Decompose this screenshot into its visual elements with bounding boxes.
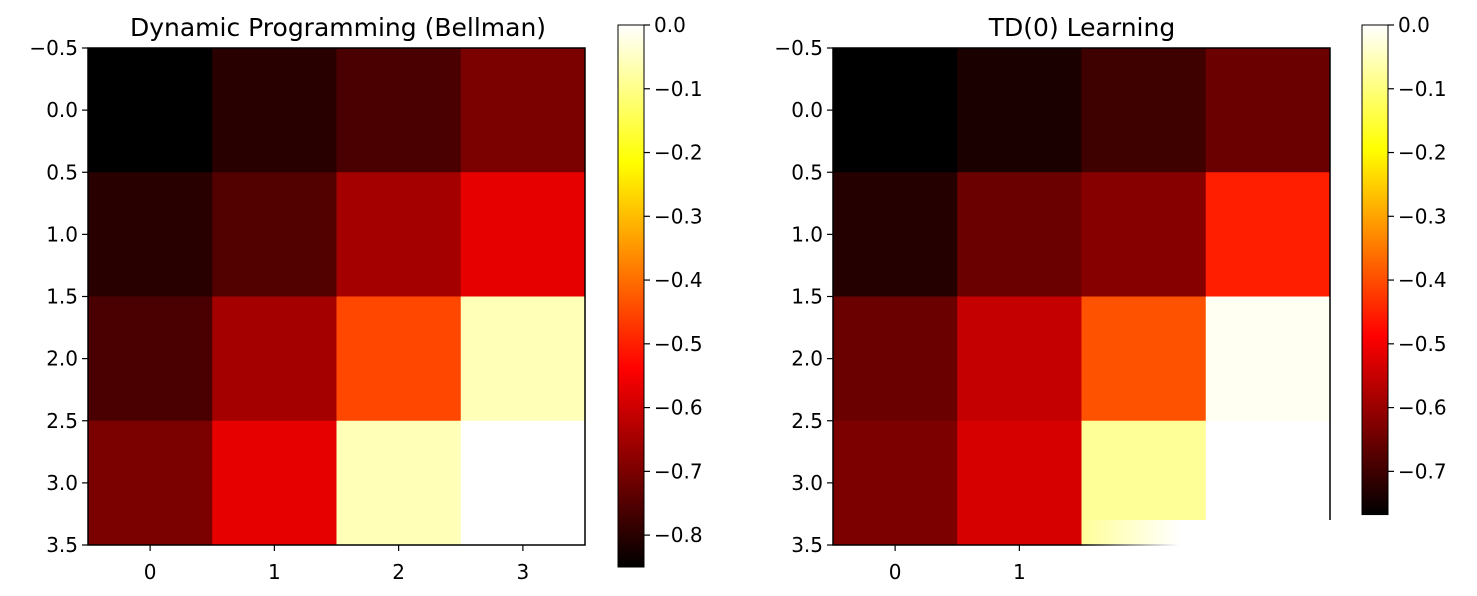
colorbar-tick-label: −0.2 xyxy=(654,141,703,165)
heatmap-cell xyxy=(833,48,958,173)
chart-title: Dynamic Programming (Bellman) xyxy=(130,13,546,42)
y-tick-label: 3.0 xyxy=(791,471,823,495)
colorbar-tick-label: −0.7 xyxy=(654,459,703,483)
colorbar-tick-label: −0.4 xyxy=(654,268,703,292)
heatmap-cell xyxy=(1081,48,1207,173)
x-tick-label: 1 xyxy=(1013,560,1026,584)
colorbar-tick-label: −0.3 xyxy=(654,204,703,228)
x-tick-label: 1 xyxy=(268,560,281,584)
colorbar-tick-label: −0.3 xyxy=(1398,204,1447,228)
y-tick-label: 2.5 xyxy=(46,409,78,433)
heatmap-cell xyxy=(957,420,1082,546)
heatmap-cells xyxy=(833,48,1331,546)
fade-overlay-colorbar xyxy=(1355,515,1395,596)
colorbar-tick-label: −0.6 xyxy=(654,396,703,420)
y-tick-label: 1.5 xyxy=(46,285,78,309)
y-axis-ticks: −0.5 0.0 0.5 1.0 1.5 2.0 2.5 3.0 3.5 xyxy=(29,36,88,557)
heatmap-panel-td0-learning: TD(0) Learning −0.5 0.0 0.5 1.0 1.5 2.0 2.5 3.0… xyxy=(774,13,1446,584)
x-axis-ticks: 0 1 2 3 xyxy=(144,545,529,584)
colorbar-tick-label: −0.4 xyxy=(1398,268,1447,292)
heatmap-cell xyxy=(957,172,1082,297)
x-tick-label: 0 xyxy=(889,560,902,584)
heatmap-cell xyxy=(336,48,462,173)
heatmap-cell xyxy=(460,296,586,422)
heatmap-cell xyxy=(833,420,958,546)
colorbar-tick-label: −0.5 xyxy=(1398,332,1447,356)
y-tick-label: 0.5 xyxy=(46,160,78,184)
heatmap-cell xyxy=(88,296,213,422)
heatmap-cell xyxy=(1205,296,1331,422)
heatmap-cell xyxy=(212,420,337,546)
y-tick-label: 2.5 xyxy=(791,409,823,433)
heatmap-cell xyxy=(336,420,462,546)
heatmap-cell xyxy=(833,172,958,297)
heatmap-cell xyxy=(336,172,462,297)
x-tick-label: 0 xyxy=(144,560,157,584)
y-axis-ticks: −0.5 0.0 0.5 1.0 1.5 2.0 2.5 3.0 3.5 xyxy=(774,36,833,557)
heatmap-panel-dynamic-programming: Dynamic Programming (Bellman) −0.5 0.0 0.5… xyxy=(29,13,702,584)
heatmap-cell xyxy=(88,420,213,546)
y-tick-label: 1.0 xyxy=(791,222,823,246)
colorbar-tick-label: −0.2 xyxy=(1398,141,1447,165)
colorbar-tick-label: −0.5 xyxy=(654,332,703,356)
colorbar xyxy=(1361,24,1389,516)
fade-overlay xyxy=(1080,520,1477,596)
y-tick-label: 2.0 xyxy=(46,347,78,371)
heatmap-cell xyxy=(336,296,462,422)
heatmap-cell xyxy=(212,48,337,173)
y-tick-label: 1.0 xyxy=(46,222,78,246)
y-tick-label: 3.5 xyxy=(791,533,823,557)
heatmap-cell xyxy=(1081,296,1207,422)
y-tick-label: 1.5 xyxy=(791,285,823,309)
heatmap-cell xyxy=(460,420,586,546)
heatmap-cell xyxy=(460,172,586,297)
colorbar-tick-label: 0.0 xyxy=(1398,13,1430,37)
colorbar-tick-label: 0.0 xyxy=(654,13,686,37)
heatmap-cell xyxy=(88,172,213,297)
y-tick-label: 3.5 xyxy=(46,533,78,557)
chart-title: TD(0) Learning xyxy=(988,13,1175,42)
colorbar-tick-label: −0.1 xyxy=(654,77,703,101)
x-tick-label: 3 xyxy=(517,560,530,584)
heatmap-cell xyxy=(957,48,1082,173)
y-tick-label: 2.0 xyxy=(791,347,823,371)
colorbar-tick-label: −0.1 xyxy=(1398,77,1447,101)
y-tick-label: 0.0 xyxy=(46,98,78,122)
y-tick-label: 0.5 xyxy=(791,160,823,184)
heatmap-cell xyxy=(833,296,958,422)
heatmap-cell xyxy=(1205,48,1331,173)
heatmap-cell xyxy=(1205,172,1331,297)
heatmap-cells xyxy=(88,48,586,546)
colorbar-tick-label: −0.7 xyxy=(1398,459,1447,483)
colorbar-tick-label: −0.8 xyxy=(654,523,703,547)
heatmap-cell xyxy=(1081,172,1207,297)
colorbar xyxy=(617,24,645,568)
y-tick-label: 3.0 xyxy=(46,471,78,495)
colorbar-tick-label: −0.6 xyxy=(1398,396,1447,420)
colorbar-ticks: 0.0 −0.1 −0.2 −0.3 −0.4 −0.5 −0.6 −0.7 xyxy=(1388,13,1447,483)
colorbar-ticks: 0.0 −0.1 −0.2 −0.3 −0.4 −0.5 −0.6 −0.7 −0.8 xyxy=(644,13,703,547)
heatmap-cell xyxy=(212,296,337,422)
heatmap-cell xyxy=(212,172,337,297)
y-tick-label: −0.5 xyxy=(29,36,78,60)
heatmap-cell xyxy=(88,48,213,173)
y-tick-label: 0.0 xyxy=(791,98,823,122)
x-tick-label: 2 xyxy=(392,560,405,584)
heatmap-cell xyxy=(957,296,1082,422)
heatmap-cell xyxy=(460,48,586,173)
y-tick-label: −0.5 xyxy=(774,36,823,60)
